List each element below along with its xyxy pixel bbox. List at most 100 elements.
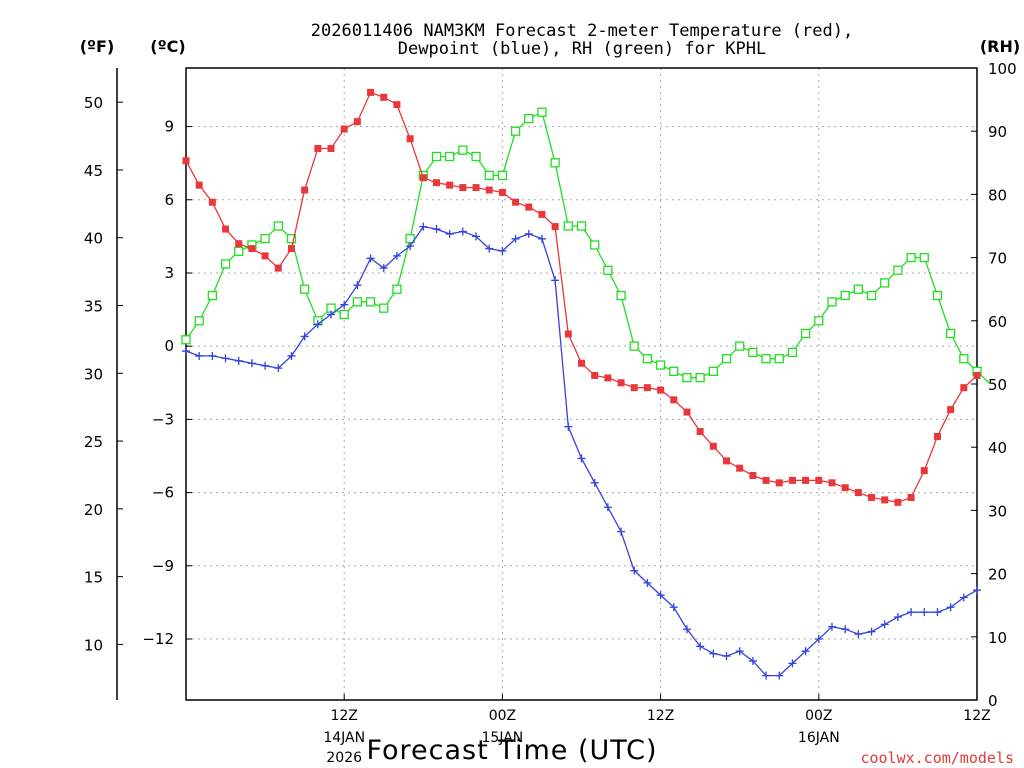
dewpoint-point bbox=[392, 251, 401, 260]
rh-tick-label: 70 bbox=[988, 250, 1007, 268]
rh-point bbox=[866, 290, 877, 301]
temperature-point bbox=[920, 467, 928, 475]
dewpoint-point bbox=[313, 320, 322, 329]
temperature-point bbox=[762, 476, 770, 484]
fahrenheit-tick-label: 45 bbox=[84, 162, 103, 180]
dewpoint-point bbox=[247, 359, 256, 368]
temperature-point bbox=[749, 472, 757, 480]
rh-point bbox=[352, 297, 363, 307]
dewpoint-point bbox=[261, 361, 270, 370]
temperature-point bbox=[670, 396, 678, 404]
celsius-tick-label: 3 bbox=[164, 264, 174, 282]
rh-tick-label: 30 bbox=[988, 502, 1007, 520]
temperature-point bbox=[788, 476, 796, 484]
temperature-point bbox=[564, 330, 572, 338]
temperature-point bbox=[723, 457, 731, 465]
rh-point bbox=[392, 284, 402, 294]
dewpoint-point bbox=[801, 647, 810, 656]
dewpoint-point bbox=[340, 300, 349, 309]
dewpoint-point bbox=[762, 671, 771, 680]
temperature-point bbox=[815, 476, 823, 484]
plot-frame bbox=[185, 67, 978, 701]
dewpoint-point bbox=[959, 593, 968, 602]
fahrenheit-tick-label: 40 bbox=[84, 230, 103, 248]
temperature-point bbox=[340, 125, 348, 133]
dewpoint-point bbox=[221, 354, 230, 363]
dewpoint-point bbox=[933, 608, 942, 617]
dewpoint-point bbox=[748, 656, 757, 665]
dewpoint-point bbox=[590, 478, 599, 487]
rh-point bbox=[484, 170, 494, 181]
rh-point bbox=[576, 221, 587, 231]
dewpoint-point bbox=[854, 630, 863, 639]
dewpoint-point bbox=[722, 652, 731, 661]
dewpoint-point bbox=[458, 227, 467, 236]
rh-point bbox=[181, 335, 191, 345]
temperature-point bbox=[208, 198, 216, 206]
dewpoint-point bbox=[406, 242, 415, 251]
temperature-point bbox=[683, 408, 691, 416]
temperature-point bbox=[973, 371, 981, 379]
temperature-point bbox=[380, 93, 388, 101]
temperature-point bbox=[274, 264, 282, 272]
temperature-point bbox=[630, 384, 638, 392]
rh-point bbox=[234, 246, 244, 256]
rh-point bbox=[761, 354, 771, 364]
dewpoint-point bbox=[893, 613, 902, 622]
temperature-point bbox=[367, 88, 375, 96]
dewpoint-point bbox=[327, 310, 336, 319]
rh-point bbox=[445, 151, 455, 162]
celsius-tick-label: −3 bbox=[152, 410, 174, 428]
dewpoint-point bbox=[920, 608, 929, 617]
dewpoint-point bbox=[577, 454, 586, 463]
rh-tick-label: 100 bbox=[988, 60, 1017, 78]
fahrenheit-tick-label: 50 bbox=[84, 94, 103, 112]
temperature-point bbox=[314, 145, 322, 153]
rh-point bbox=[814, 316, 824, 326]
celsius-tick-label: −12 bbox=[142, 630, 174, 648]
fahrenheit-tick-label: 20 bbox=[84, 501, 103, 519]
temperature-point bbox=[472, 184, 480, 192]
temperature-point bbox=[696, 428, 704, 436]
dewpoint-point bbox=[498, 247, 507, 256]
rh-point bbox=[260, 233, 270, 244]
dewpoint-point bbox=[867, 627, 876, 636]
x-tick-label: 12Z bbox=[647, 708, 674, 724]
temperature-point bbox=[261, 252, 269, 260]
rh-point bbox=[590, 240, 600, 250]
dewpoint-point bbox=[300, 332, 309, 341]
temperature-series bbox=[182, 88, 981, 506]
chart-title-line2: Dewpoint (blue), RH (green) for KPHL bbox=[398, 39, 766, 59]
temperature-point bbox=[657, 386, 665, 394]
rh-point bbox=[629, 341, 639, 351]
rh-point bbox=[471, 151, 481, 162]
rh-point bbox=[919, 252, 929, 263]
temperature-point bbox=[182, 157, 190, 165]
rh-tick-label: 90 bbox=[988, 123, 1007, 141]
x-tick-label: 00Z bbox=[805, 708, 832, 724]
dewpoint-point bbox=[696, 642, 705, 651]
rh-point bbox=[458, 145, 468, 155]
dewpoint-series bbox=[182, 222, 981, 680]
temperature-point bbox=[736, 464, 744, 472]
dewpoint-point bbox=[735, 647, 744, 656]
rh-tick-label: 10 bbox=[988, 629, 1007, 647]
rh-point bbox=[735, 341, 745, 351]
dewpoint-point bbox=[379, 264, 388, 273]
temperature-point bbox=[551, 223, 559, 231]
temperature-line bbox=[185, 91, 978, 503]
temperature-point bbox=[406, 135, 414, 143]
dewpoint-point bbox=[814, 634, 823, 643]
temperature-point bbox=[301, 186, 309, 194]
temperature-point bbox=[353, 118, 361, 126]
rh-point bbox=[563, 221, 573, 231]
rh-point bbox=[379, 303, 389, 313]
fahrenheit-unit-label: (ºF) bbox=[80, 37, 115, 56]
temperature-point bbox=[446, 181, 454, 189]
x-axis-title: Forecast Time (UTC) bbox=[366, 735, 657, 766]
dewpoint-point bbox=[656, 591, 665, 600]
celsius-tick-label: −6 bbox=[152, 484, 174, 502]
dewpoint-point bbox=[274, 364, 283, 373]
rh-point bbox=[194, 316, 204, 326]
credit-text: coolwx.com/models bbox=[860, 749, 1014, 767]
